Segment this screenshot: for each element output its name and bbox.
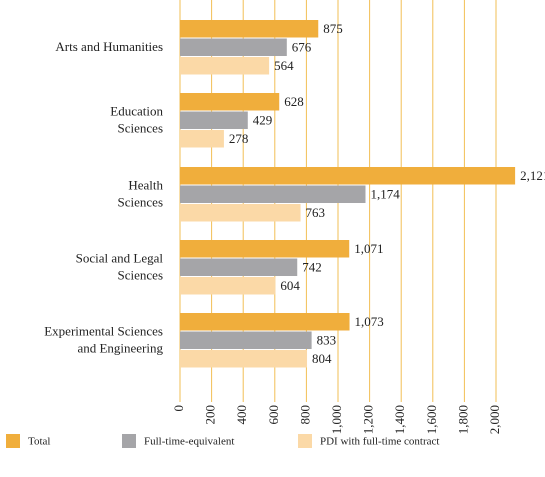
- x-tick-label: 1,000: [329, 405, 344, 434]
- legend-swatch: [6, 434, 20, 448]
- value-label: 278: [229, 131, 249, 146]
- bar: [180, 38, 287, 56]
- category-line: and Engineering: [77, 340, 163, 355]
- x-tick-label: 200: [203, 405, 218, 425]
- value-label: 875: [323, 21, 343, 36]
- category-line: Health: [128, 177, 163, 192]
- category-line: Social and Legal: [76, 250, 164, 265]
- category-line: Sciences: [118, 267, 163, 282]
- bar: [180, 258, 298, 276]
- bar: [180, 204, 301, 222]
- x-tick-label: 0: [171, 405, 186, 412]
- value-label: 804: [312, 351, 332, 366]
- bar: [180, 185, 366, 203]
- bar: [180, 130, 224, 148]
- bar: [180, 350, 308, 368]
- bar: [180, 331, 312, 349]
- legend-label: Full-time-equivalent: [144, 436, 234, 448]
- bar: [180, 167, 516, 185]
- legend-swatch: [298, 434, 312, 448]
- x-tick-label: 1,200: [361, 405, 376, 434]
- bar: [180, 20, 319, 38]
- legend-label: Total: [28, 436, 50, 448]
- category-line: Sciences: [118, 120, 163, 135]
- value-label: 833: [317, 333, 337, 348]
- category-line: Experimental Sciences: [44, 323, 163, 338]
- value-label: 564: [274, 58, 294, 73]
- value-label: 763: [306, 205, 326, 220]
- legend-swatch: [122, 434, 136, 448]
- x-tick-label: 800: [297, 405, 312, 425]
- category-label: Social and Legal Sciences: [76, 250, 164, 282]
- x-tick-label: 400: [234, 405, 249, 425]
- category-line: Education: [110, 103, 163, 118]
- value-label: 742: [302, 260, 322, 275]
- category-line: Arts and Humanities: [55, 39, 163, 54]
- category-label: Health Sciences: [118, 177, 164, 209]
- value-label: 429: [253, 113, 272, 128]
- x-tick-label: 1,400: [392, 405, 407, 434]
- value-label: 604: [280, 278, 300, 293]
- bar: [180, 240, 350, 258]
- x-tick-label: 2,000: [487, 405, 502, 434]
- bar: [180, 277, 276, 295]
- bar: [180, 93, 280, 111]
- value-label: 1,174: [370, 187, 400, 202]
- x-tick-label: 600: [266, 405, 281, 425]
- category-line: Sciences: [118, 194, 163, 209]
- bar: [180, 111, 248, 129]
- bar: [180, 313, 350, 331]
- x-tick-label: 1,600: [424, 405, 439, 434]
- category-label: Experimental Sciences and Engineering: [44, 323, 163, 355]
- category-label: Education Sciences: [110, 103, 163, 135]
- value-label: 2,121: [520, 168, 545, 183]
- value-label: 676: [292, 40, 312, 55]
- bar: [180, 57, 270, 75]
- category-label: Arts and Humanities: [55, 39, 163, 54]
- value-label: 1,073: [355, 314, 384, 329]
- x-tick-label: 1,800: [455, 405, 470, 434]
- legend-label: PDI with full-time contract: [320, 436, 439, 448]
- value-label: 628: [284, 94, 304, 109]
- value-label: 1,071: [354, 241, 383, 256]
